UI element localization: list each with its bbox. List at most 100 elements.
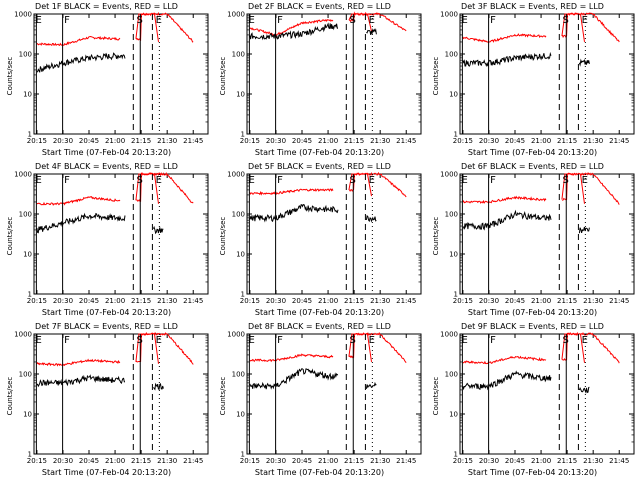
y-tick-label: 100 [19,371,32,379]
x-tick-label: 20:30 [53,137,73,145]
y-tick-label: 1000 [227,171,245,179]
x-axis-label: Start Time (07-Feb-04 20:13:20) [467,148,598,157]
lld-spike [348,173,372,197]
detector-plot-3: 1 10 100 1000 20:15 20:30 20:45 21:00 21:15 21:30… [440,11,635,145]
lld-spike [561,13,585,43]
y-axis-label: Counts/sec [6,376,14,416]
y-tick-label: 1000 [14,331,32,339]
marker-label-f: F [277,15,283,26]
events-series-line [36,212,164,235]
marker-label-s: S [137,335,143,346]
y-tick-label: 100 [19,211,32,219]
y-tick-label: 10 [449,91,458,99]
x-tick-label: 21:15 [344,297,364,305]
marker-label-s: S [563,175,569,186]
x-tick-label: 21:15 [557,457,577,465]
y-tick-label: 100 [445,371,458,379]
marker-label-e: E [582,175,588,186]
y-tick-label: 1 [28,451,32,459]
y-axis-label: Counts/sec [432,376,440,416]
marker-label-e: E [156,335,162,346]
x-tick-label: 20:30 [53,457,73,465]
x-tick-label: 21:00 [105,457,125,465]
marker-label-e-left: E [461,335,467,346]
marker-label-e: E [369,175,375,186]
x-tick-label: 21:15 [557,137,577,145]
marker-label-s: S [563,335,569,346]
y-tick-label: 10 [236,251,245,259]
x-tick-label: 21:00 [105,137,125,145]
plot-frame [459,173,635,295]
marker-label-s: S [350,175,356,186]
marker-label-f: F [490,175,496,186]
marker-label-e-left: E [35,15,41,26]
marker-label-e: E [156,15,162,26]
marker-label-e-left: E [461,15,467,26]
x-tick-label: 20:45 [505,297,525,305]
plot-frame [246,333,422,455]
lld-spike [135,13,159,43]
x-tick-label: 20:45 [292,297,312,305]
panel-title: Det 4F BLACK = Events, RED = LLD [35,162,178,171]
x-tick-label: 21:45 [183,457,203,465]
events-series-line [36,374,164,391]
x-tick-label: 20:15 [27,297,47,305]
panel-title: Det 2F BLACK = Events, RED = LLD [248,2,391,11]
plot-frame [33,13,209,135]
x-tick-label: 20:15 [453,137,473,145]
x-tick-label: 21:30 [370,137,390,145]
detector-panel-7: 1 10 100 1000 20:15 20:30 20:45 21:00 21:15 21:30… [0,320,213,480]
panel-title: Det 1F BLACK = Events, RED = LLD [35,2,178,11]
events-series-line [249,22,377,41]
x-tick-label: 21:45 [609,297,629,305]
lld-spike [135,333,159,364]
x-tick-label: 21:00 [531,457,551,465]
x-tick-label: 21:00 [531,297,551,305]
x-tick-label: 21:45 [396,457,416,465]
x-axis-label: Start Time (07-Feb-04 20:13:20) [467,308,598,317]
marker-label-e: E [369,15,375,26]
plot-frame [33,333,209,455]
marker-label-s: S [137,15,143,26]
marker-label-f: F [490,335,496,346]
y-axis-label: Counts/sec [219,216,227,256]
x-tick-label: 21:15 [344,457,364,465]
x-axis-label: Start Time (07-Feb-04 20:13:20) [41,468,172,477]
x-tick-label: 21:00 [318,137,338,145]
x-tick-label: 20:15 [27,137,47,145]
y-tick-label: 10 [23,91,32,99]
y-tick-label: 1 [241,131,245,139]
marker-label-f: F [490,15,496,26]
x-tick-label: 21:45 [396,297,416,305]
x-tick-label: 20:45 [79,137,99,145]
x-tick-label: 20:30 [266,457,286,465]
x-tick-label: 21:45 [396,137,416,145]
detector-plot-9: 1 10 100 1000 20:15 20:30 20:45 21:00 21:15 21:30… [440,331,635,465]
y-tick-label: 1 [454,131,458,139]
marker-label-e: E [156,175,162,186]
lld-series-line [36,11,194,47]
marker-label-e-left: E [35,335,41,346]
lld-spike [348,333,372,363]
y-axis-label: Counts/sec [219,56,227,96]
y-tick-label: 1 [454,451,458,459]
x-tick-label: 20:30 [479,297,499,305]
marker-label-f: F [277,175,283,186]
x-axis-label: Start Time (07-Feb-04 20:13:20) [467,468,598,477]
y-tick-label: 1 [28,291,32,299]
x-tick-label: 21:45 [183,297,203,305]
x-tick-label: 21:15 [344,137,364,145]
x-tick-label: 21:30 [157,297,177,305]
lld-spike [561,333,585,363]
plot-frame [459,333,635,455]
panel-title: Det 3F BLACK = Events, RED = LLD [461,2,604,11]
events-series-line [36,52,126,73]
marker-label-f: F [64,15,70,26]
marker-label-e-left: E [248,335,254,346]
marker-label-s: S [563,15,569,26]
y-tick-label: 100 [19,51,32,59]
panel-title: Det 6F BLACK = Events, RED = LLD [461,162,604,171]
panel-title: Det 7F BLACK = Events, RED = LLD [35,322,178,331]
x-tick-label: 20:45 [505,137,525,145]
y-tick-label: 1000 [14,171,32,179]
